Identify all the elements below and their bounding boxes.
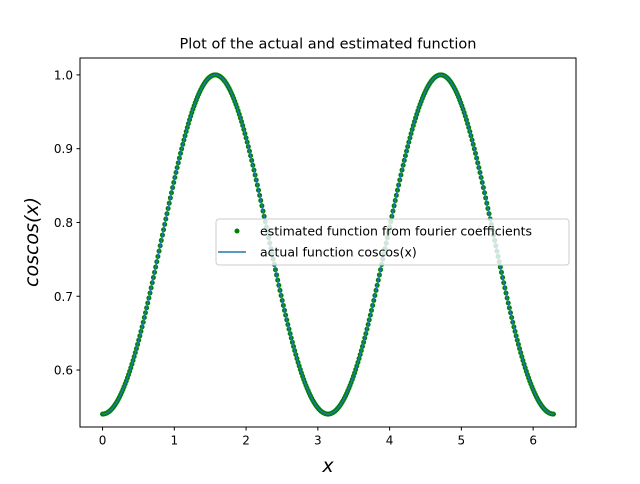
y-axis: 0.6 0.7 0.8 0.9 1.0 — [54, 68, 80, 378]
y-tick-label: 0.6 — [54, 364, 73, 378]
chart-title: Plot of the actual and estimated functio… — [180, 37, 477, 53]
y-tick-label: 0.9 — [54, 142, 73, 156]
x-tick-label: 1 — [170, 434, 178, 448]
y-tick-label: 0.7 — [54, 290, 73, 304]
x-tick-label: 5 — [458, 434, 466, 448]
y-tick-label: 0.8 — [54, 216, 73, 230]
legend-marker-estimated — [234, 228, 240, 234]
legend-label-actual: actual function coscos(x) — [260, 245, 417, 260]
series-actual-line — [102, 74, 554, 415]
y-tick-label: 1.0 — [54, 68, 73, 82]
x-tick-label: 2 — [242, 434, 250, 448]
x-tick-label: 4 — [386, 434, 394, 448]
x-tick-label: 3 — [314, 434, 322, 448]
y-axis-label: coscos(x) — [21, 197, 43, 287]
x-tick-label: 6 — [529, 434, 537, 448]
x-axis: 0 1 2 3 4 5 6 — [99, 427, 537, 448]
legend-label-estimated: estimated function from fourier coeffici… — [260, 224, 532, 239]
legend: estimated function from fourier coeffici… — [215, 218, 570, 266]
legend-box — [215, 218, 570, 266]
x-tick-label: 0 — [99, 434, 107, 448]
x-axis-label: x — [321, 455, 334, 477]
plot-frame — [79, 57, 577, 428]
